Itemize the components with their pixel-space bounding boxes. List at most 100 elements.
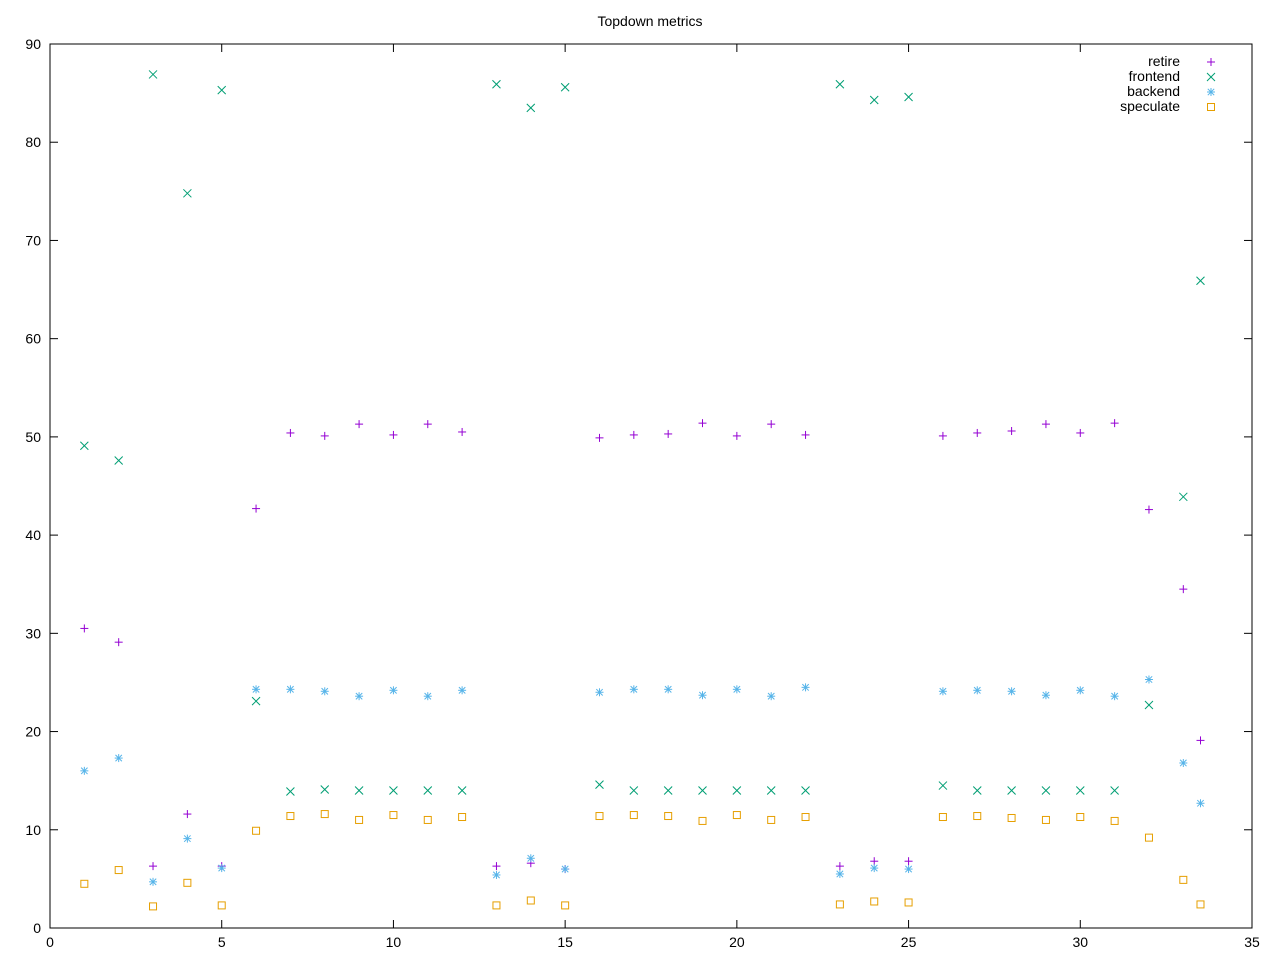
backend-point xyxy=(389,686,398,695)
frontend-point xyxy=(320,785,330,794)
backend-point xyxy=(835,869,844,878)
x-tick-label: 15 xyxy=(557,934,573,950)
legend-entry-frontend: frontend xyxy=(1129,68,1216,84)
backend-point xyxy=(904,865,913,874)
series-backend xyxy=(80,675,1205,886)
frontend-point xyxy=(423,786,433,795)
backend-point xyxy=(664,685,673,694)
frontend-point xyxy=(389,786,398,795)
speculate-point xyxy=(732,811,741,820)
retire-point xyxy=(767,420,776,429)
backend-point xyxy=(595,688,604,697)
speculate-point xyxy=(629,811,638,820)
speculate-point xyxy=(870,897,879,906)
backend-point xyxy=(938,687,947,696)
speculate-point xyxy=(1179,875,1188,884)
speculate-point xyxy=(1007,813,1016,822)
y-tick-label: 50 xyxy=(25,429,41,445)
speculate-point xyxy=(286,812,295,821)
speculate-point xyxy=(526,896,535,905)
retire-point xyxy=(904,857,913,866)
retire-point xyxy=(835,862,844,871)
backend-point xyxy=(80,766,89,775)
frontend-point xyxy=(457,786,467,795)
backend-point xyxy=(870,864,879,873)
axes: 0 5 10 15 20 25 30 35 0 10 20 30 40 50 60 70 80 90 xyxy=(25,36,1260,950)
legend-label: speculate xyxy=(1120,98,1180,114)
retire-point xyxy=(938,431,947,440)
y-tick-label: 20 xyxy=(25,724,41,740)
y-tick-label: 10 xyxy=(25,822,41,838)
backend-point xyxy=(183,834,192,843)
chart-title: Topdown metrics xyxy=(597,13,702,29)
frontend-point xyxy=(114,456,124,465)
frontend-point xyxy=(801,786,810,795)
frontend-point xyxy=(286,787,295,796)
retire-point xyxy=(698,419,707,428)
frontend-point xyxy=(595,780,604,789)
retire-point xyxy=(183,810,192,819)
retire-point xyxy=(320,431,329,440)
backend-point xyxy=(629,685,638,694)
legend-label: backend xyxy=(1127,83,1180,99)
retire-point xyxy=(252,504,261,513)
frontend-point xyxy=(251,696,261,706)
retire-point xyxy=(389,430,398,439)
frontend-point xyxy=(492,79,501,89)
speculate-point xyxy=(389,811,398,820)
backend-point xyxy=(767,692,776,701)
backend-point xyxy=(1007,687,1016,696)
retire-point xyxy=(492,862,501,871)
retire-point xyxy=(870,857,879,866)
speculate-point xyxy=(355,815,364,824)
x-tick-label: 20 xyxy=(729,934,745,950)
legend-label: retire xyxy=(1148,53,1180,69)
retire-point xyxy=(458,427,467,436)
backend-point xyxy=(561,865,570,874)
frontend-point xyxy=(1075,786,1085,795)
retire-point xyxy=(423,420,432,429)
speculate-point xyxy=(1041,815,1050,824)
retire-point xyxy=(1007,426,1016,435)
backend-point xyxy=(1144,675,1153,684)
retire-point xyxy=(732,431,741,440)
speculate-point xyxy=(1076,813,1085,822)
retire-point xyxy=(629,430,638,439)
speculate-point xyxy=(80,879,89,888)
speculate-point xyxy=(938,813,947,822)
frontend-point xyxy=(217,85,227,95)
y-tick-label: 90 xyxy=(25,36,41,52)
backend-point xyxy=(1076,686,1085,695)
y-tick-label: 60 xyxy=(25,331,41,347)
retire-point xyxy=(595,433,604,442)
x-tick-label: 30 xyxy=(1072,934,1088,950)
backend-point xyxy=(458,686,467,695)
x-tick-label: 0 xyxy=(46,934,54,950)
backend-point xyxy=(149,877,158,886)
backend-point xyxy=(1179,758,1188,767)
frontend-point xyxy=(560,82,570,92)
speculate-point xyxy=(698,816,707,825)
speculate-point xyxy=(458,813,467,822)
frontend-point xyxy=(1178,492,1188,502)
retire-point xyxy=(80,624,89,633)
frontend-point xyxy=(1041,786,1051,795)
retire-point xyxy=(664,429,673,438)
x-tick-label: 5 xyxy=(218,934,226,950)
series-speculate xyxy=(80,810,1205,911)
backend-point xyxy=(698,691,707,700)
series-retire xyxy=(80,419,1205,874)
legend-marker-backend xyxy=(1207,88,1215,96)
speculate-point xyxy=(114,866,123,875)
speculate-point xyxy=(149,902,158,911)
x-tick-label: 35 xyxy=(1244,934,1260,950)
frontend-point xyxy=(1110,786,1119,795)
frontend-point xyxy=(183,188,192,198)
series-frontend xyxy=(79,70,1205,796)
backend-point xyxy=(114,754,123,763)
speculate-point xyxy=(595,812,604,821)
speculate-point xyxy=(767,815,776,824)
frontend-point xyxy=(79,441,89,451)
backend-point xyxy=(973,686,982,695)
